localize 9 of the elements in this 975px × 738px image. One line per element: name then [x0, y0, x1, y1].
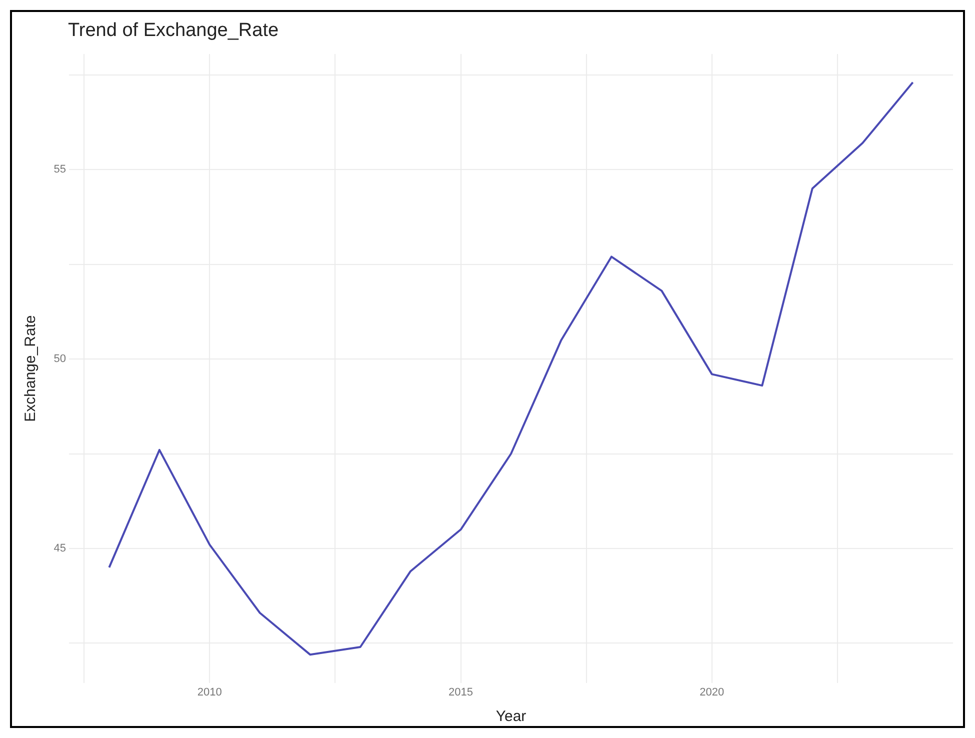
- y-tick-label: 50: [54, 353, 66, 366]
- y-axis-title: Exchange_Rate: [22, 315, 40, 422]
- chart-title: Trend of Exchange_Rate: [68, 20, 279, 42]
- x-tick-label: 2020: [700, 686, 724, 699]
- x-tick-label: 2015: [448, 686, 474, 699]
- y-tick-label: 45: [54, 542, 66, 555]
- x-tick-label: 2010: [197, 686, 222, 699]
- x-axis-title: Year: [496, 708, 526, 726]
- y-tick-label: 55: [54, 164, 66, 176]
